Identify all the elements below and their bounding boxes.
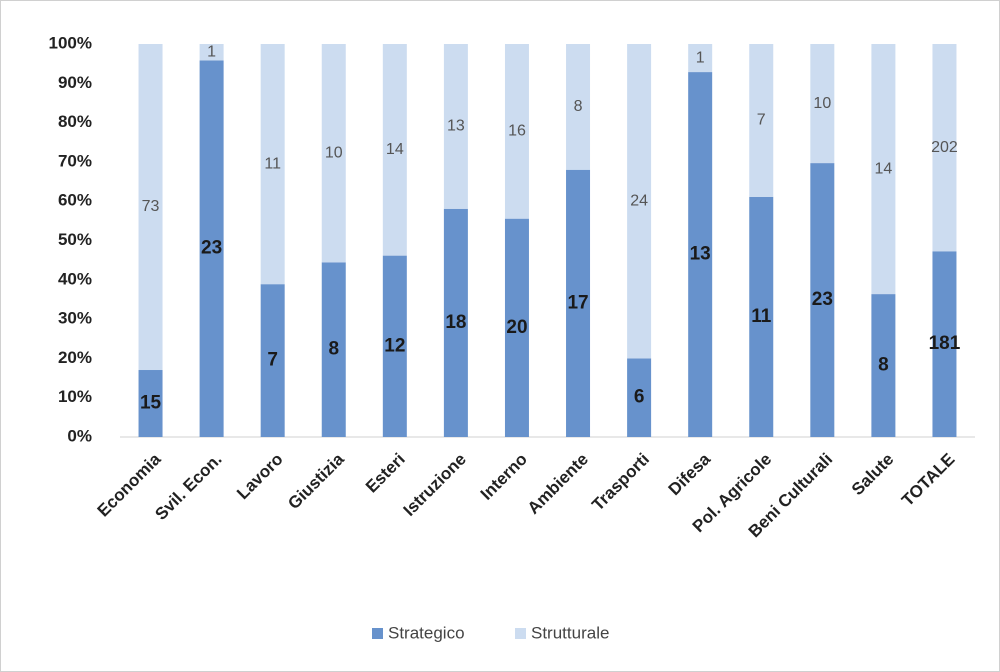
bar-segment	[810, 44, 835, 164]
bar-segment	[138, 44, 163, 371]
data-label: 10	[325, 144, 343, 161]
data-label: 7	[267, 350, 278, 371]
y-tick-label: 20%	[58, 348, 92, 367]
bar-segment	[138, 370, 163, 437]
data-label: 6	[634, 387, 645, 408]
bar-segment	[932, 251, 957, 437]
data-label: 1	[696, 49, 705, 66]
bar-segment	[749, 196, 774, 437]
data-label: 8	[878, 355, 889, 376]
data-label: 12	[384, 335, 405, 356]
data-label: 14	[386, 141, 404, 158]
legend-swatch	[372, 628, 383, 639]
y-tick-label: 0%	[67, 426, 92, 445]
data-label: 23	[812, 289, 833, 310]
data-label: 14	[874, 160, 892, 177]
bar-segment	[749, 44, 774, 197]
bar-segment	[627, 44, 652, 359]
y-tick-label: 70%	[58, 151, 92, 170]
y-tick-label: 60%	[58, 191, 92, 210]
bar-segment	[504, 44, 529, 219]
bar-segment	[871, 294, 896, 437]
bar-segment	[688, 44, 713, 73]
bar-segment	[199, 44, 224, 61]
bar-segment	[260, 284, 285, 437]
data-label: 11	[264, 155, 281, 172]
bar-segment	[932, 44, 957, 252]
data-label: 11	[751, 306, 772, 327]
data-label: 18	[445, 312, 466, 333]
y-tick-label: 10%	[58, 387, 92, 406]
data-label: 10	[813, 95, 831, 112]
bar-segment	[504, 218, 529, 437]
legend-swatch	[515, 628, 526, 639]
data-label: 23	[201, 238, 222, 259]
data-label: 1	[207, 43, 216, 60]
data-label: 181	[929, 333, 961, 354]
bar-segment	[810, 163, 835, 437]
bar-segment	[382, 44, 407, 256]
bar-segment	[321, 262, 346, 437]
data-label: 15	[140, 393, 162, 414]
data-label: 8	[574, 98, 583, 115]
y-tick-label: 80%	[58, 112, 92, 131]
data-label: 24	[630, 192, 648, 209]
data-label: 16	[508, 123, 526, 140]
bar-segment	[871, 44, 896, 295]
bar-segment	[443, 208, 468, 437]
data-label: 73	[142, 198, 160, 215]
data-label: 13	[690, 244, 711, 265]
data-label: 20	[506, 317, 527, 338]
y-tick-label: 30%	[58, 309, 92, 328]
bar-segment	[382, 255, 407, 437]
data-label: 17	[567, 292, 588, 313]
bar-segment	[321, 44, 346, 263]
data-label: 13	[447, 118, 465, 135]
data-label: 202	[931, 139, 958, 156]
bar-segment	[566, 44, 591, 170]
data-label: 8	[328, 339, 339, 360]
bar-segment	[627, 358, 652, 437]
y-tick-label: 40%	[58, 269, 92, 288]
bar-segment	[260, 44, 285, 285]
y-tick-label: 50%	[58, 230, 92, 249]
bar-segment	[566, 169, 591, 437]
bar-segment	[688, 72, 713, 438]
bar-segment	[443, 44, 468, 209]
y-tick-label: 100%	[49, 33, 92, 52]
legend-label: Strutturale	[531, 623, 609, 642]
bar-segment	[199, 60, 224, 437]
data-label: 7	[757, 112, 766, 129]
legend-label: Strategico	[388, 623, 465, 642]
y-tick-label: 90%	[58, 73, 92, 92]
